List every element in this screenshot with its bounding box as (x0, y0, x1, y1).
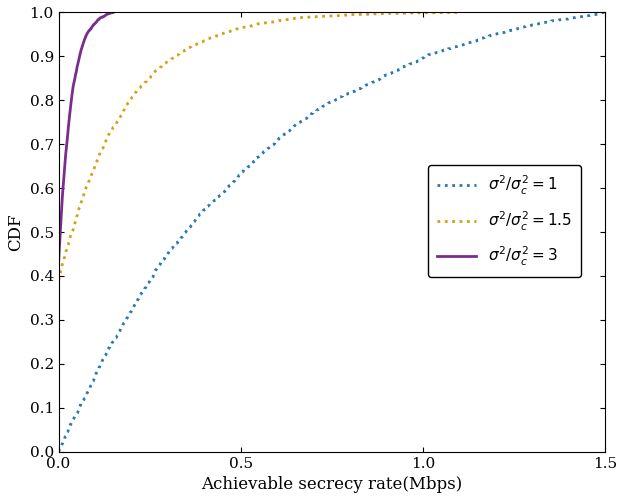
$\sigma^2/\sigma_c^2=3$ (55, 260, 62, 266)
$\sigma^2/\sigma_c^2=1$ (55, 448, 62, 454)
Line: $\sigma^2/\sigma_c^2=1$: $\sigma^2/\sigma_c^2=1$ (59, 12, 604, 452)
$\sigma^2/\sigma_c^2=1$ (76, 406, 83, 412)
$\sigma^2/\sigma_c^2=1$ (273, 138, 280, 144)
$\sigma^2/\sigma_c^2=3$ (70, 80, 77, 86)
Line: $\sigma^2/\sigma_c^2=3$: $\sigma^2/\sigma_c^2=3$ (59, 12, 113, 263)
$\sigma^2/\sigma_c^2=3$ (56, 236, 64, 242)
$\sigma^2/\sigma_c^2=1$ (130, 304, 137, 310)
$\sigma^2/\sigma_c^2=1$ (223, 186, 230, 192)
$\sigma^2/\sigma_c^2=3$ (74, 62, 82, 68)
$\sigma^2/\sigma_c^2=3$ (64, 136, 71, 141)
$\sigma^2/\sigma_c^2=1.5$ (453, 10, 461, 16)
$\sigma^2/\sigma_c^2=1.5$ (75, 207, 82, 213)
$\sigma^2/\sigma_c^2=1$ (248, 160, 256, 166)
$\sigma^2/\sigma_c^2=3$ (64, 126, 72, 132)
$\sigma^2/\sigma_c^2=1.5$ (95, 153, 102, 159)
Line: $\sigma^2/\sigma_c^2=1.5$: $\sigma^2/\sigma_c^2=1.5$ (59, 12, 457, 280)
$\sigma^2/\sigma_c^2=1.5$ (92, 161, 100, 167)
X-axis label: Achievable secrecy rate(Mbps): Achievable secrecy rate(Mbps) (201, 476, 462, 493)
$\sigma^2/\sigma_c^2=1.5$ (107, 128, 115, 134)
Legend: $\sigma^2/\sigma_c^2=1$, $\sigma^2/\sigma_c^2=1.5$, $\sigma^2/\sigma_c^2=3$: $\sigma^2/\sigma_c^2=1$, $\sigma^2/\sigm… (428, 164, 581, 277)
$\sigma^2/\sigma_c^2=1.5$ (122, 103, 130, 109)
$\sigma^2/\sigma_c^2=1.5$ (55, 278, 62, 283)
$\sigma^2/\sigma_c^2=1.5$ (154, 66, 162, 72)
Y-axis label: CDF: CDF (7, 213, 24, 251)
$\sigma^2/\sigma_c^2=1$ (600, 10, 608, 16)
$\sigma^2/\sigma_c^2=3$ (109, 10, 117, 16)
$\sigma^2/\sigma_c^2=1$ (95, 366, 102, 372)
$\sigma^2/\sigma_c^2=3$ (62, 154, 69, 160)
